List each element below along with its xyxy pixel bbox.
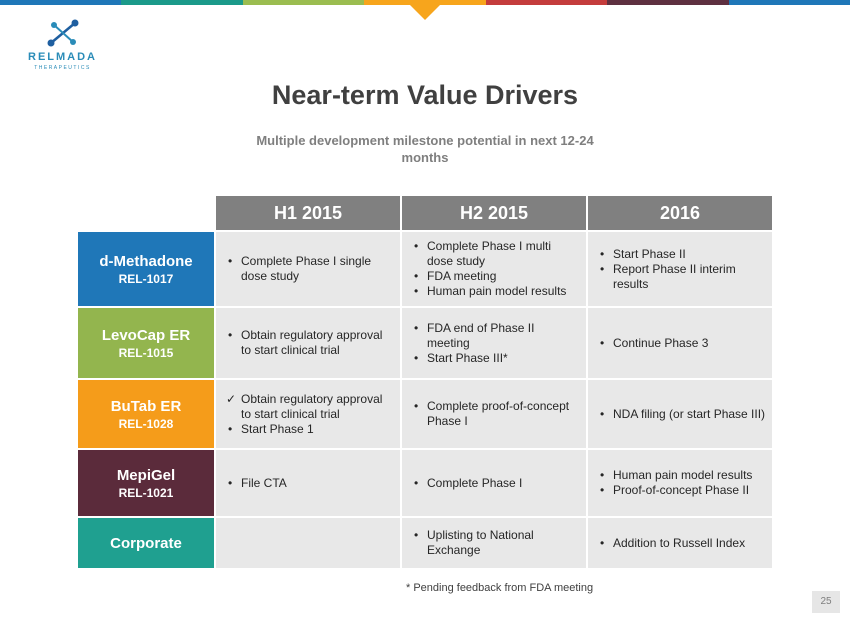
milestone-item: Uplisting to National Exchange [412, 528, 580, 558]
page-number: 25 [812, 591, 840, 613]
milestone-item: Human pain model results [412, 284, 580, 299]
product-code: REL-1021 [118, 485, 174, 500]
top-bar-segment [121, 0, 243, 5]
logo-subtitle: THERAPEUTICS [34, 65, 91, 71]
product-name: d-Methadone [99, 252, 193, 270]
table-cell: NDA filing (or start Phase III) [588, 380, 774, 450]
milestone-item: Complete Phase I [412, 476, 522, 491]
table-cell: File CTA [216, 450, 402, 518]
table-cell: Complete Phase I multi dose study FDA me… [402, 232, 588, 308]
row-label-butab-er: BuTab ER REL-1028 [78, 380, 216, 450]
table-cell: Continue Phase 3 [588, 308, 774, 380]
table-cell: Start Phase II Report Phase II interim r… [588, 232, 774, 308]
milestone-item: Start Phase II [598, 247, 766, 262]
milestone-item-completed: Obtain regulatory approval to start clin… [226, 392, 394, 422]
milestone-item: Proof-of-concept Phase II [598, 483, 752, 498]
table-cell: Complete proof-of-concept Phase I [402, 380, 588, 450]
milestone-item: Addition to Russell Index [598, 536, 745, 551]
row-label-d-methadone: d-Methadone REL-1017 [78, 232, 216, 308]
table-cell: Human pain model results Proof-of-concep… [588, 450, 774, 518]
top-bar-segment [728, 0, 850, 5]
top-bar-segment [0, 0, 122, 5]
table-cell: Complete Phase I single dose study [216, 232, 402, 308]
milestone-item: Continue Phase 3 [598, 336, 708, 351]
milestone-item: Complete Phase I single dose study [226, 254, 394, 284]
top-bar-segment [242, 0, 365, 5]
footnote: * Pending feedback from FDA meeting [406, 582, 594, 594]
milestone-item: Start Phase III* [412, 351, 580, 366]
milestone-item: Complete proof-of-concept Phase I [412, 399, 580, 429]
top-bar-segment [364, 0, 486, 5]
milestone-item: Start Phase 1 [226, 422, 394, 437]
company-logo: RELMADA THERAPEUTICS [20, 18, 105, 71]
top-color-bar [0, 0, 850, 5]
table-cell-empty [216, 518, 402, 570]
table-cell: Addition to Russell Index [588, 518, 774, 570]
molecule-icon [47, 19, 79, 47]
table-cell: Complete Phase I [402, 450, 588, 518]
row-label-mepigel: MepiGel REL-1021 [78, 450, 216, 518]
milestone-item: FDA meeting [412, 269, 580, 284]
column-header-h1-2015: H1 2015 [216, 196, 402, 232]
milestone-item: Report Phase II interim results [598, 262, 766, 292]
row-label-corporate: Corporate [78, 518, 216, 570]
table-cell: Obtain regulatory approval to start clin… [216, 308, 402, 380]
page-subtitle: Multiple development milestone potential… [256, 133, 594, 165]
product-name: LevoCap ER [101, 326, 191, 344]
product-code: REL-1028 [118, 416, 174, 431]
product-name: MepiGel [116, 466, 176, 484]
product-code: REL-1015 [118, 345, 174, 360]
top-bar-notch [410, 5, 440, 20]
milestone-item: NDA filing (or start Phase III) [598, 407, 765, 422]
milestone-item: Obtain regulatory approval to start clin… [226, 328, 394, 358]
milestone-item: Complete Phase I multi dose study [412, 239, 580, 269]
row-label-levocap-er: LevoCap ER REL-1015 [78, 308, 216, 380]
page-title: Near-term Value Drivers [271, 80, 579, 110]
product-code: REL-1017 [118, 271, 174, 286]
logo-name: RELMADA [28, 51, 97, 63]
milestones-table: H1 2015 H2 2015 2016 d-Methadone REL-101… [78, 196, 774, 570]
product-name: Corporate [110, 534, 182, 552]
top-bar-segment [607, 0, 729, 5]
table-cell: Obtain regulatory approval to start clin… [216, 380, 402, 450]
milestone-item: Human pain model results [598, 468, 752, 483]
table-cell: Uplisting to National Exchange [402, 518, 588, 570]
column-header-2016: 2016 [588, 196, 774, 232]
product-name: BuTab ER [110, 397, 182, 415]
milestone-item: FDA end of Phase II meeting [412, 321, 580, 351]
milestone-item: File CTA [226, 476, 287, 491]
column-header-h2-2015: H2 2015 [402, 196, 588, 232]
top-bar-segment [485, 0, 608, 5]
table-cell: FDA end of Phase II meeting Start Phase … [402, 308, 588, 380]
table-corner [78, 196, 216, 232]
